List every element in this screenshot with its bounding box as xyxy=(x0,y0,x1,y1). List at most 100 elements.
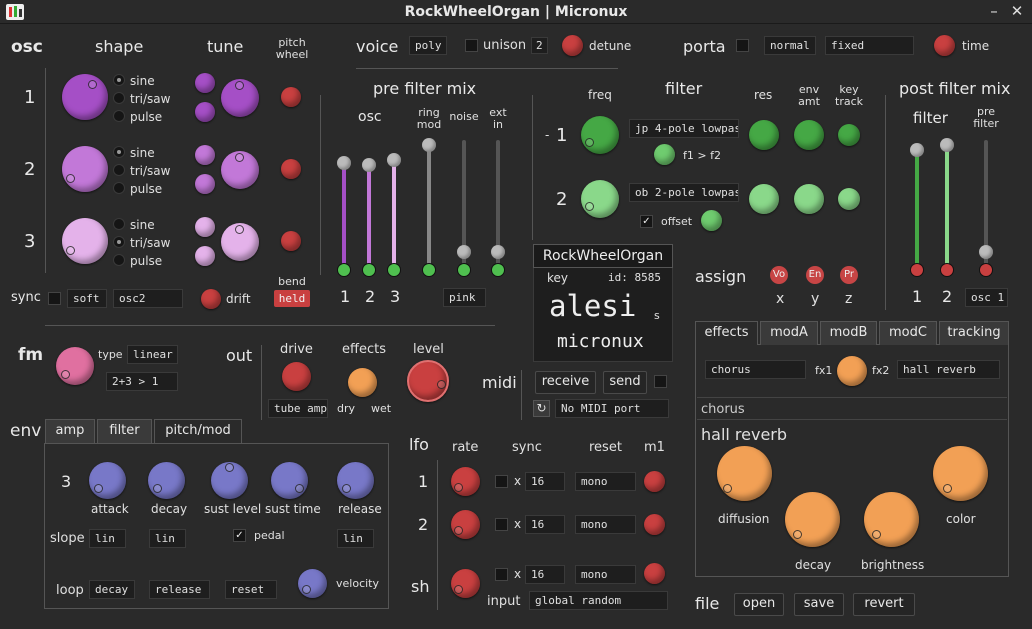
osc2-shape-knob[interactable] xyxy=(62,146,108,192)
noise-type-select[interactable]: pink xyxy=(443,288,486,307)
release-slope-select[interactable]: lin xyxy=(337,529,374,548)
save-button[interactable]: save xyxy=(794,593,844,616)
detune-knob[interactable] xyxy=(562,35,583,56)
filter1-res-knob[interactable] xyxy=(749,120,779,150)
offset-knob[interactable] xyxy=(701,210,722,231)
osc3-fine-knob[interactable] xyxy=(195,246,215,266)
close-button[interactable]: ✕ xyxy=(1010,2,1024,20)
osc3-mix-thumb[interactable] xyxy=(387,153,401,167)
porta-time-knob[interactable] xyxy=(934,35,955,56)
osc3-coarse-knob[interactable] xyxy=(195,217,215,237)
osc2-tune-knob[interactable] xyxy=(221,151,259,189)
receive-button[interactable]: receive xyxy=(535,371,596,394)
lfo2-reset-select[interactable]: mono xyxy=(575,515,636,534)
porta-mode-select[interactable]: normal xyxy=(764,36,816,55)
post-filter2-thumb[interactable] xyxy=(940,138,954,152)
post-filter1-thumb[interactable] xyxy=(910,143,924,157)
post-filter2-led[interactable] xyxy=(941,264,953,276)
sync-mode-select[interactable]: soft xyxy=(67,289,107,308)
fx2-select[interactable]: hall reverb xyxy=(897,360,1000,379)
fx1-select[interactable]: chorus xyxy=(705,360,806,379)
unison-checkbox[interactable] xyxy=(465,39,478,52)
filter1-freq-knob[interactable] xyxy=(581,116,619,154)
osc2-trisaw-radio[interactable] xyxy=(113,164,125,176)
osc2-mix-thumb[interactable] xyxy=(362,158,376,172)
lfo2-rate-knob[interactable] xyxy=(451,510,480,539)
decay-fx-knob[interactable] xyxy=(785,492,840,547)
tab-pitch-mod[interactable]: pitch/mod xyxy=(154,419,242,443)
attack-slope-select[interactable]: lin xyxy=(89,529,126,548)
loop-decay-select[interactable]: decay xyxy=(89,580,135,599)
filter2-key-knob[interactable] xyxy=(838,188,860,210)
sh-rate-knob[interactable] xyxy=(451,569,480,598)
noise-led[interactable] xyxy=(458,264,470,276)
lfo1-sync-checkbox[interactable] xyxy=(495,475,508,488)
offset-checkbox[interactable]: ✓ xyxy=(640,215,653,228)
lfo2-sync-select[interactable]: 16 xyxy=(525,515,565,534)
osc1-fine-knob[interactable] xyxy=(195,102,215,122)
attack-knob[interactable] xyxy=(89,462,126,499)
lfo2-sync-checkbox[interactable] xyxy=(495,518,508,531)
fm-type-select[interactable]: linear xyxy=(127,345,178,364)
color-knob[interactable] xyxy=(933,446,988,501)
osc3-sine-radio[interactable] xyxy=(113,218,125,230)
filter1-env-knob[interactable] xyxy=(794,120,824,150)
osc2-fine-knob[interactable] xyxy=(195,174,215,194)
tab-moda[interactable]: modA xyxy=(760,321,818,345)
midi-send-checkbox[interactable] xyxy=(654,375,667,388)
sh-sync-select[interactable]: 16 xyxy=(525,565,565,584)
osc3-pitch-wheel-knob[interactable] xyxy=(281,231,301,251)
assign-y-badge[interactable]: En xyxy=(806,266,824,284)
release-knob[interactable] xyxy=(337,462,374,499)
minimize-button[interactable]: – xyxy=(990,2,998,20)
post-pre-filter-thumb[interactable] xyxy=(979,245,993,259)
porta-type-select[interactable]: fixed xyxy=(825,36,914,55)
refresh-icon[interactable]: ↻ xyxy=(533,400,550,417)
assign-x-badge[interactable]: Vo xyxy=(770,266,788,284)
velocity-knob[interactable] xyxy=(298,569,327,598)
revert-button[interactable]: revert xyxy=(853,593,915,616)
fx-balance-knob[interactable] xyxy=(837,356,867,386)
midi-port-select[interactable]: No MIDI port xyxy=(555,399,669,418)
filter2-res-knob[interactable] xyxy=(749,184,779,214)
osc1-pitch-wheel-knob[interactable] xyxy=(281,87,301,107)
unison-count-select[interactable]: 2 xyxy=(531,37,548,54)
fm-amount-knob[interactable] xyxy=(56,347,94,385)
lfo1-rate-knob[interactable] xyxy=(451,467,480,496)
fm-routing-select[interactable]: 2+3 > 1 xyxy=(106,372,178,391)
sust-time-knob[interactable] xyxy=(271,462,308,499)
tab-tracking[interactable]: tracking xyxy=(939,321,1009,345)
post-out-select[interactable]: osc 1 xyxy=(965,288,1008,307)
loop-release-select[interactable]: release xyxy=(149,580,210,599)
loop-reset-select[interactable]: reset xyxy=(225,580,277,599)
ext-in-slider[interactable] xyxy=(496,140,500,265)
decay-knob[interactable] xyxy=(148,462,185,499)
filter1-type-select[interactable]: jp 4-pole lowpass xyxy=(629,119,739,138)
filter2-env-knob[interactable] xyxy=(794,184,824,214)
drift-knob[interactable] xyxy=(201,289,221,309)
effects-mix-knob[interactable] xyxy=(348,368,377,397)
osc2-coarse-knob[interactable] xyxy=(195,145,215,165)
post-pre-filter-slider[interactable] xyxy=(984,140,988,265)
osc1-shape-knob[interactable] xyxy=(62,74,108,120)
osc3-shape-knob[interactable] xyxy=(62,218,108,264)
tab-amp[interactable]: amp xyxy=(45,419,95,443)
osc3-tune-knob[interactable] xyxy=(221,223,259,261)
pedal-checkbox[interactable]: ✓ xyxy=(233,529,246,542)
drive-knob[interactable] xyxy=(282,362,311,391)
level-knob[interactable] xyxy=(407,360,449,402)
bend-mode-button[interactable]: held xyxy=(274,290,310,307)
osc2-pitch-wheel-knob[interactable] xyxy=(281,159,301,179)
lfo1-sync-select[interactable]: 16 xyxy=(525,472,565,491)
ext-in-led[interactable] xyxy=(492,264,504,276)
osc1-tune-knob[interactable] xyxy=(221,79,259,117)
osc3-trisaw-radio[interactable] xyxy=(113,236,125,248)
brightness-knob[interactable] xyxy=(864,492,919,547)
osc2-sine-radio[interactable] xyxy=(113,146,125,158)
f1-f2-knob[interactable] xyxy=(654,144,675,165)
tab-filter[interactable]: filter xyxy=(97,419,152,443)
osc1-trisaw-radio[interactable] xyxy=(113,92,125,104)
tab-modc[interactable]: modC xyxy=(879,321,937,345)
sh-m1-knob[interactable] xyxy=(644,563,665,584)
decay-slope-select[interactable]: lin xyxy=(149,529,186,548)
